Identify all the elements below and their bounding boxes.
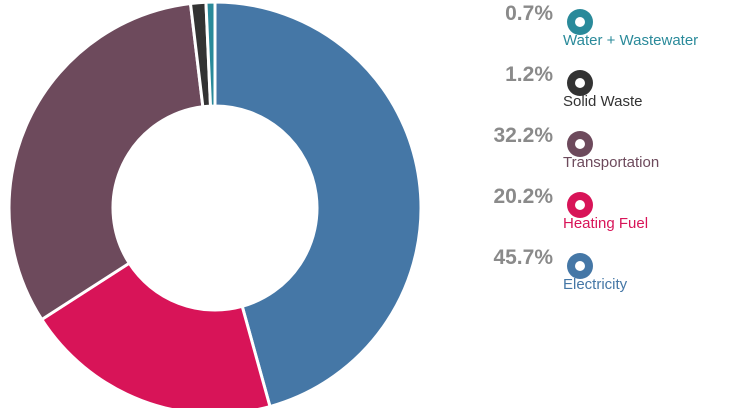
legend-value: 45.7%	[493, 246, 553, 269]
donut-segment	[204, 0, 217, 108]
legend-value: 32.2%	[493, 124, 553, 147]
legend-label: Solid Waste	[563, 93, 642, 110]
legend-icon-inner	[575, 17, 585, 27]
legend-label: Water + Wastewater	[563, 32, 698, 49]
legend-label: Heating Fuel	[563, 215, 648, 232]
legend-icon-inner	[575, 139, 585, 149]
legend-icon-inner	[575, 78, 585, 88]
legend-label: Electricity	[563, 276, 628, 293]
legend-value: 0.7%	[505, 2, 553, 25]
legend-value: 20.2%	[493, 185, 553, 208]
legend-icon-inner	[575, 200, 585, 210]
legend-value: 1.2%	[505, 63, 553, 86]
legend-icon-inner	[575, 261, 585, 271]
donut-segment	[213, 0, 423, 408]
legend-label: Transportation	[563, 154, 659, 171]
donut-segment	[39, 261, 272, 408]
donut-segment	[7, 1, 205, 322]
